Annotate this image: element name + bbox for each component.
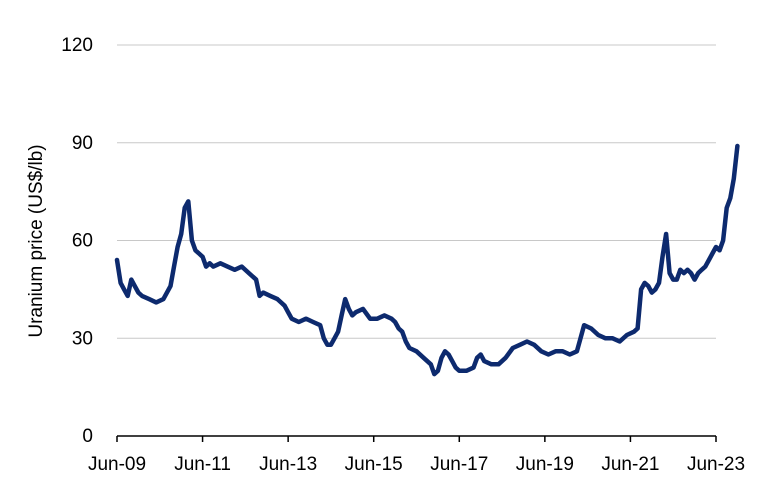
x-tick-label: Jun-17 bbox=[430, 454, 488, 475]
x-tick-label: Jun-11 bbox=[174, 454, 231, 475]
y-axis-title: Uranium price (US$/lb) bbox=[26, 144, 47, 337]
x-tick-label: Jun-19 bbox=[516, 454, 574, 475]
series-layer bbox=[114, 143, 740, 377]
y-tick-label: 30 bbox=[72, 328, 93, 349]
x-tick-label: Jun-21 bbox=[601, 454, 659, 475]
y-tick-label: 0 bbox=[82, 426, 93, 447]
x-tick-labels: Jun-09 Jun-11 Jun-13 Jun-15 Jun-17 Jun-19 Jun-… bbox=[88, 454, 745, 475]
x-tick-label: Jun-09 bbox=[88, 454, 146, 475]
y-tick-label: 120 bbox=[61, 35, 93, 56]
x-tick-label: Jun-23 bbox=[687, 454, 745, 475]
y-tick-label: 90 bbox=[72, 133, 93, 154]
y-tick-labels: 0 30 60 90 120 bbox=[61, 35, 93, 447]
y-tick-label: 60 bbox=[72, 231, 93, 252]
x-axis bbox=[116, 435, 717, 442]
x-tick-label: Jun-13 bbox=[259, 454, 317, 475]
gridlines bbox=[117, 44, 716, 339]
series-line-0 bbox=[114, 143, 740, 377]
x-tick-label: Jun-15 bbox=[345, 454, 403, 475]
